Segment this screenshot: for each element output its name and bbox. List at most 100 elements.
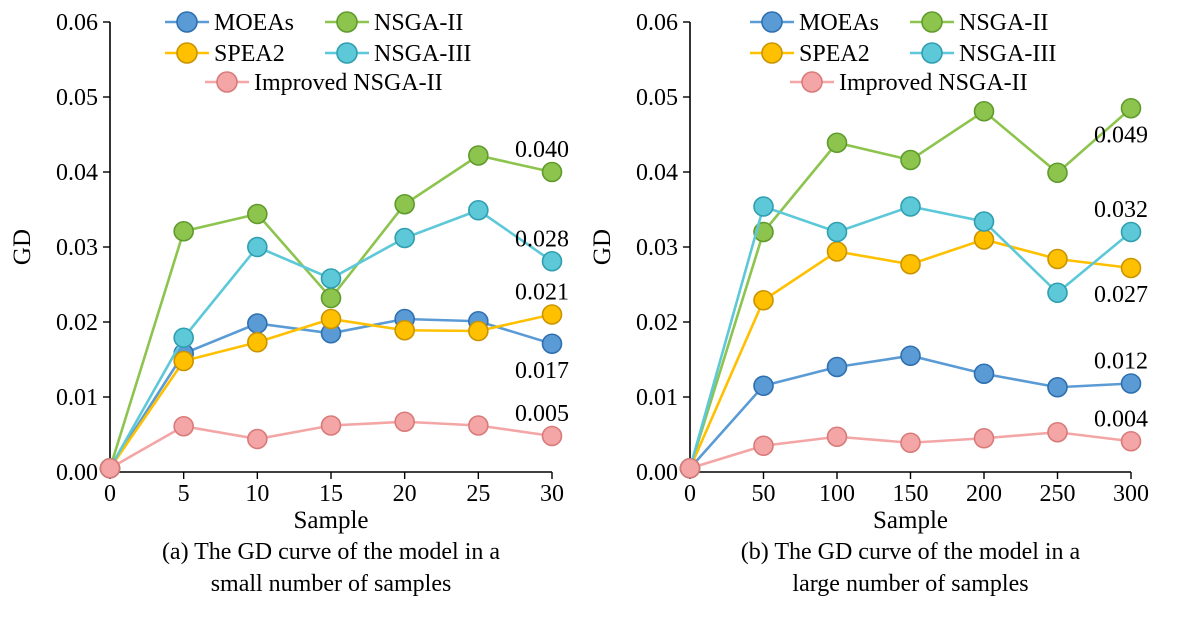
data-point-improved-nsga-ii <box>320 415 342 436</box>
data-point-nsga-ii <box>900 149 921 171</box>
x-tick-label: 30 <box>540 481 564 507</box>
data-label: 0.004 <box>1094 406 1148 432</box>
data-point-improved-nsga-ii <box>900 432 921 454</box>
chart-caption-line: small number of samples <box>211 571 452 597</box>
y-tick-label: 0.02 <box>636 310 678 336</box>
data-point-moeas <box>826 356 848 378</box>
y-tick-label: 0.06 <box>636 10 678 36</box>
data-point-nsga-ii <box>247 203 268 225</box>
legend-label: Improved NSGA-II <box>254 70 443 96</box>
data-point-improved-nsga-ii <box>973 427 995 449</box>
y-axis-title: GD <box>589 229 616 265</box>
data-label: 0.049 <box>1094 122 1148 148</box>
y-tick-label: 0.00 <box>56 460 98 486</box>
data-point-improved-nsga-ii <box>394 411 415 433</box>
legend-marker-swatch <box>761 11 783 33</box>
x-tick-label: 5 <box>178 481 190 507</box>
legend-marker-swatch <box>176 11 198 33</box>
data-label: 0.027 <box>1094 282 1148 308</box>
chart-caption-line: large number of samples <box>792 571 1028 597</box>
series-improved-nsga-ii <box>99 411 563 479</box>
data-point-nsga-ii <box>1047 162 1068 184</box>
data-point-nsga-iii <box>900 196 921 217</box>
legend-label: SPEA2 <box>799 41 870 67</box>
data-point-improved-nsga-ii <box>99 457 121 479</box>
data-point-spea2 <box>753 289 774 311</box>
legend-item-nsga-ii: NSGA-II <box>910 10 1048 36</box>
data-point-improved-nsga-ii <box>679 457 701 479</box>
x-axis-title: Sample <box>873 507 948 534</box>
x-tick-label: 300 <box>1113 481 1149 507</box>
y-tick-label: 0.04 <box>636 160 678 186</box>
data-point-nsga-iii <box>247 236 268 258</box>
data-point-nsga-iii <box>468 199 489 221</box>
x-tick-label: 15 <box>319 481 343 507</box>
legend-label: Improved NSGA-II <box>839 70 1028 96</box>
y-tick-label: 0.01 <box>56 385 98 411</box>
data-point-moeas <box>1120 373 1142 394</box>
data-point-nsga-iii <box>541 250 563 272</box>
legend-marker-swatch <box>801 71 823 93</box>
series-nsga-iii <box>99 199 563 479</box>
legend-item-nsga-iii: NSGA-III <box>325 41 471 67</box>
y-tick-label: 0.03 <box>56 235 98 261</box>
data-point-nsga-iii <box>320 268 342 289</box>
data-point-improved-nsga-ii <box>468 415 489 436</box>
data-point-improved-nsga-ii <box>173 415 194 437</box>
data-point-spea2 <box>173 350 194 372</box>
legend-label: MOEAs <box>214 10 294 36</box>
x-tick-label: 150 <box>893 481 929 507</box>
data-point-improved-nsga-ii <box>1120 430 1142 452</box>
data-label: 0.021 <box>515 280 569 306</box>
legend-item-improved-nsga-ii: Improved NSGA-II <box>790 70 1028 96</box>
data-point-moeas <box>1047 376 1068 398</box>
y-tick-label: 0.04 <box>56 160 98 186</box>
legend-label: NSGA-III <box>374 41 471 67</box>
data-point-nsga-ii <box>173 220 194 242</box>
series-improved-nsga-ii <box>679 421 1142 479</box>
series-moeas <box>99 308 563 479</box>
x-tick-label: 0 <box>104 481 116 507</box>
data-point-improved-nsga-ii <box>247 428 268 450</box>
legend-marker-swatch <box>761 42 783 64</box>
data-point-nsga-iii <box>826 221 848 243</box>
y-tick-label: 0.02 <box>56 310 98 336</box>
legend-label: MOEAs <box>799 10 879 36</box>
data-point-improved-nsga-ii <box>1047 421 1068 443</box>
data-point-improved-nsga-ii <box>826 426 848 448</box>
x-tick-label: 250 <box>1040 481 1076 507</box>
x-tick-label: 50 <box>752 481 776 507</box>
data-point-moeas <box>753 375 774 397</box>
legend-label: NSGA-II <box>374 10 463 36</box>
data-point-nsga-iii <box>1120 221 1142 243</box>
data-point-nsga-ii <box>1120 97 1142 119</box>
data-point-moeas <box>973 363 995 385</box>
legend-marker-swatch <box>336 11 358 33</box>
legend-label: NSGA-II <box>959 10 1048 36</box>
data-point-spea2 <box>1047 248 1068 270</box>
data-point-spea2 <box>541 304 563 325</box>
chart-panel-large-samples: 0.00 0.01 0.02 0.03 0.04 0.05 0.06 0 50 100 150 200… <box>589 10 1149 597</box>
data-point-nsga-ii <box>973 100 995 122</box>
legend-marker-swatch <box>176 42 198 64</box>
x-tick-label: 0 <box>684 481 696 507</box>
data-point-spea2 <box>826 241 848 262</box>
legend: MOEAs NSGA-II SPEA2 NSGA-III Improved NSGA-I… <box>165 10 471 96</box>
data-point-nsga-ii <box>394 193 415 215</box>
x-tick-label: 10 <box>245 481 269 507</box>
data-point-nsga-ii <box>320 287 342 309</box>
data-point-spea2 <box>320 308 342 330</box>
data-point-spea2 <box>468 320 489 342</box>
series-nsga-ii <box>679 97 1142 479</box>
y-tick-label: 0.06 <box>56 10 98 36</box>
legend-marker-swatch <box>921 11 943 33</box>
data-label: 0.040 <box>515 137 569 163</box>
legend-label: NSGA-III <box>959 41 1056 67</box>
data-point-nsga-ii <box>826 132 848 154</box>
data-point-nsga-iii <box>394 227 415 249</box>
x-tick-label: 100 <box>819 481 855 507</box>
chart-panel-small-samples: 0.00 0.01 0.02 0.03 0.04 0.05 0.06 0 5 10 15 20 25 30… <box>9 10 569 597</box>
y-tick-label: 0.00 <box>636 460 678 486</box>
data-point-nsga-ii <box>541 161 563 183</box>
y-tick-label: 0.03 <box>636 235 678 261</box>
